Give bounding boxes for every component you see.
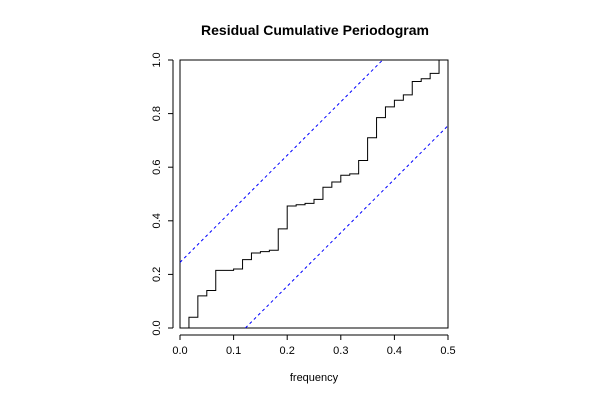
plot-area <box>179 59 449 329</box>
x-tick-label: 0.1 <box>226 345 241 357</box>
y-tick-label: 0.2 <box>151 267 163 282</box>
x-axis: 0.0 0.1 0.2 0.3 0.4 0.5 <box>172 334 456 357</box>
x-tick-label: 0.5 <box>440 345 455 357</box>
y-tick-label: 0.6 <box>151 160 163 175</box>
chart-title: Residual Cumulative Periodogram <box>201 22 429 38</box>
y-tick-label: 0.0 <box>151 320 163 335</box>
y-tick-label: 1.0 <box>151 52 163 67</box>
x-tick-label: 0.2 <box>280 345 295 357</box>
series-layer <box>179 59 449 329</box>
y-tick-label: 0.8 <box>151 106 163 121</box>
y-axis: 0.0 0.2 0.4 0.6 0.8 1.0 <box>151 52 174 336</box>
y-tick-label: 0.4 <box>151 213 163 228</box>
cumulative-periodogram-step-line <box>180 59 448 329</box>
x-tick-label: 0.4 <box>387 345 402 357</box>
upper-confidence-bound-line <box>179 59 383 263</box>
lower-confidence-bound-line <box>245 125 449 329</box>
x-axis-label: frequency <box>290 372 339 384</box>
x-tick-label: 0.3 <box>333 345 348 357</box>
x-tick-label: 0.0 <box>172 345 187 357</box>
